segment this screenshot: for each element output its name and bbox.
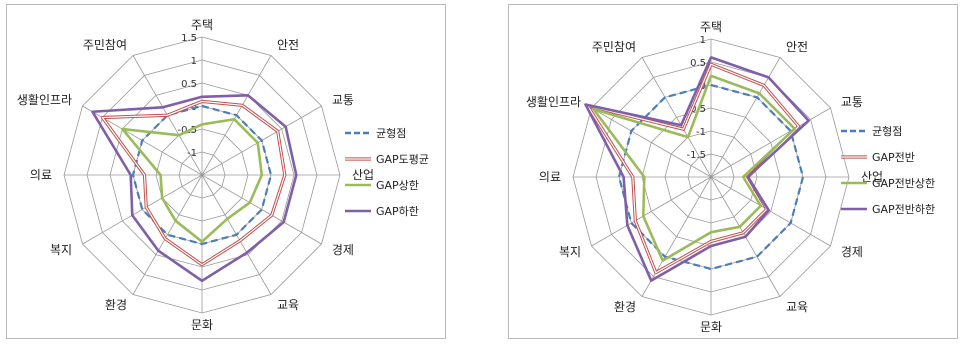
category-label: 생활인프라 [17,93,72,107]
legend-label: 균형점 [872,125,902,138]
grid-spoke [641,176,712,297]
series-line [617,83,805,271]
category-label: 경제 [332,243,354,257]
category-label: 산업 [352,168,374,182]
radial-tick-label: 0.5 [181,79,197,90]
radar-chart-right: 10.50-0.5-1-1.5주택안전교통산업경제교육문화환경복지의료생활인프라… [526,20,935,334]
category-label: 경제 [841,245,863,259]
series-line-inner [101,100,286,266]
series-line [592,74,796,262]
radar-chart-left-panel: 1.5 1 0.5 0 -0.5 -1 주택 안전 교통 산업 경제 교육 문화 환경 복지 의료 생활인프라 주… [6,4,446,339]
legend-label: GAP전반 [872,151,915,164]
radar-chart-right-panel: 1 0.5 0 -0.5 -1 -1.5 주택 안전 교통 산업 경제 교육 문화 환경 복지 의료 생활인프라… [508,4,958,339]
grid-spoke [591,107,712,178]
legend-label: GAP도평균 [376,153,429,166]
category-label: 문화 [700,320,722,334]
grid-spoke [591,176,712,247]
series-line [584,56,810,282]
grid-spoke [132,174,203,295]
category-label: 복지 [50,243,72,257]
series-line [131,104,273,246]
legend-label: GAP하한 [376,204,419,218]
radial-tick-label: -1.5 [686,150,706,161]
category-label: 교육 [277,298,299,312]
category-label: 안전 [277,38,299,52]
radial-tick-label: 1 [700,35,706,46]
category-label: 환경 [105,298,127,312]
category-label: 주민참여 [592,40,636,54]
category-label: 의료 [539,170,561,184]
category-label: 의료 [30,168,52,182]
category-label: 산업 [861,170,883,184]
radial-tick-label: -1 [187,148,197,159]
radial-tick-label: 0.5 [690,58,706,69]
grid-spoke [710,176,831,247]
category-label: 주택 [700,20,722,34]
radial-tick-label: -0.5 [686,104,706,115]
category-label: 안전 [786,40,808,54]
grid-spoke [201,174,322,245]
legend-label: GAP전반상한 [872,177,935,190]
category-label: 교통 [332,93,354,107]
grid-spoke [641,57,712,178]
legend-label: 균형점 [376,127,406,140]
radar-chart-left: 1.510.50-0.5-1주택안전교통산업경제교육문화환경복지의료생활인프라주… [17,18,429,332]
category-label: 환경 [614,300,636,314]
grid-spoke [82,174,203,245]
legend-label: GAP상한 [376,179,419,192]
category-label: 교통 [841,95,863,109]
legend-label: GAP전반하한 [872,202,935,216]
grid-spoke [710,57,781,178]
category-label: 교육 [786,300,808,314]
category-label: 복지 [559,245,581,259]
category-label: 생활인프라 [526,95,581,109]
grid-spoke [710,107,831,178]
category-label: 문화 [191,318,213,332]
radial-tick-label: 1.5 [181,33,197,44]
series-line [121,117,264,243]
radial-tick-label: -1 [696,127,706,138]
category-label: 주택 [191,18,213,32]
category-label: 주민참여 [83,38,127,52]
radial-tick-label: 1 [191,56,197,67]
series-line [91,94,298,283]
